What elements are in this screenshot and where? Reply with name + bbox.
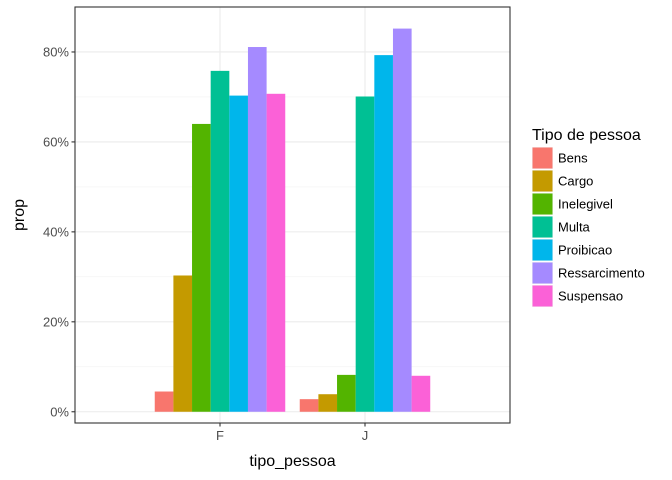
bar-suspensao-j bbox=[411, 375, 431, 412]
y-tick-label: 60% bbox=[43, 134, 69, 149]
panel-border bbox=[74, 6, 511, 424]
legend-key-ressarcimento bbox=[532, 262, 553, 284]
bar-bens-f bbox=[154, 391, 174, 412]
x-tick-label: F bbox=[216, 428, 224, 443]
legend-label-multa: Multa bbox=[558, 220, 591, 235]
bar-proibicao-j bbox=[374, 55, 393, 412]
y-axis-title: prop bbox=[11, 199, 28, 231]
legend-label-suspensao: Suspensao bbox=[558, 289, 623, 304]
bar-bens-j bbox=[299, 399, 319, 412]
x-axis-title: tipo_pessoa bbox=[249, 453, 335, 470]
x-tick-label: J bbox=[362, 428, 369, 443]
legend-label-cargo: Cargo bbox=[558, 174, 593, 189]
bar-cargo-j bbox=[318, 394, 338, 412]
legend-key-multa bbox=[532, 216, 553, 238]
legend-label-ressarcimento: Ressarcimento bbox=[558, 266, 645, 281]
y-tick-label: 20% bbox=[43, 314, 69, 329]
bar-suspensao-f bbox=[266, 93, 286, 412]
bar-cargo-f bbox=[173, 275, 193, 412]
legend-key-bens bbox=[532, 147, 553, 169]
plot-panel bbox=[75, 7, 510, 423]
bar-inelegivel-f bbox=[192, 123, 211, 412]
legend-label-bens: Bens bbox=[558, 151, 588, 166]
y-tick-label: 80% bbox=[43, 44, 69, 59]
bar-multa-f bbox=[210, 70, 230, 412]
legend-key-inelegivel bbox=[532, 193, 553, 215]
legend-label-inelegivel: Inelegivel bbox=[558, 197, 613, 212]
bar-inelegivel-j bbox=[337, 374, 356, 412]
y-axis-ticks: 0% 20% 40% 60% 80% bbox=[43, 44, 75, 419]
panel-background bbox=[75, 7, 510, 423]
bar-ressarcimento-f bbox=[247, 47, 267, 412]
bar-multa-j bbox=[355, 96, 375, 412]
y-tick-label: 0% bbox=[50, 404, 69, 419]
bar-ressarcimento-j bbox=[392, 28, 412, 412]
bars bbox=[154, 28, 431, 412]
legend-label-proibicao: Proibicao bbox=[558, 243, 612, 258]
legend-key-suspensao bbox=[532, 285, 553, 307]
legend-key-proibicao bbox=[532, 239, 553, 261]
y-tick-label: 40% bbox=[43, 224, 69, 239]
bar-proibicao-f bbox=[229, 95, 248, 412]
legend: Tipo de pessoa Bens Cargo Inelegivel Multa P… bbox=[532, 127, 645, 307]
legend-key-cargo bbox=[532, 170, 553, 192]
legend-title: Tipo de pessoa bbox=[532, 127, 641, 144]
